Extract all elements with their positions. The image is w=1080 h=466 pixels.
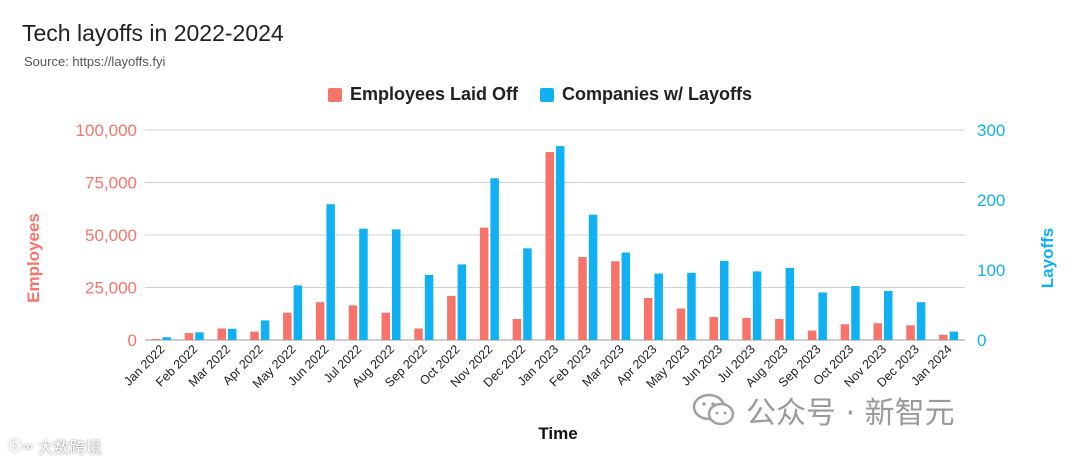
bar-companies-with-layoffs — [523, 248, 532, 340]
bar-employees-laid-off — [348, 305, 358, 340]
bar-companies-with-layoffs — [588, 214, 598, 340]
bar-employees-laid-off — [512, 319, 522, 340]
y-tick-label: 75,000 — [85, 174, 137, 193]
bar-companies-with-layoffs — [687, 272, 696, 340]
bar-employees-laid-off — [217, 328, 226, 340]
y-axis-right: 0 100 200 300 — [977, 121, 1005, 350]
bar-companies-with-layoffs — [195, 332, 204, 340]
y-tick-label: 25,000 — [85, 279, 137, 298]
y-tick-label: 100,000 — [76, 121, 137, 140]
bar-employees-laid-off — [643, 298, 653, 340]
legend-label-employees: Employees Laid Off — [349, 84, 518, 104]
legend: Employees Laid Off Companies w/ Layoffs — [0, 84, 1080, 105]
legend-label-companies: Companies w/ Layoffs — [562, 84, 753, 104]
bar-employees-laid-off — [709, 316, 718, 340]
bar-companies-with-layoffs — [457, 264, 467, 340]
bar-companies-with-layoffs — [621, 252, 631, 340]
bar-employees-laid-off — [775, 319, 784, 340]
bar-employees-laid-off — [873, 323, 882, 340]
bar-companies-with-layoffs — [228, 328, 237, 340]
y2-tick-label: 100 — [977, 261, 1005, 280]
bar-employees-laid-off — [315, 302, 325, 340]
bar-companies-with-layoffs — [424, 274, 434, 340]
watermark-right: 公众号 · 新智元 — [692, 388, 955, 432]
bar-employees-laid-off — [545, 152, 554, 340]
bar-companies-with-layoffs — [884, 291, 893, 340]
bar-employees-laid-off — [807, 330, 817, 340]
y-axis-label: Employees — [24, 213, 43, 303]
bar-employees-laid-off — [283, 312, 292, 340]
y-tick-label: 0 — [128, 331, 137, 350]
legend-item-employees[interactable]: Employees Laid Off — [327, 84, 518, 105]
bar-companies-with-layoffs — [851, 286, 860, 340]
watermark-left: ⓚ∞ 大数跨境 — [8, 434, 102, 458]
bar-employees-laid-off — [906, 325, 915, 340]
bar-companies-with-layoffs — [326, 204, 335, 340]
bar-employees-laid-off — [184, 333, 194, 340]
bar-employees-laid-off — [447, 295, 456, 340]
bar-companies-with-layoffs — [752, 271, 762, 340]
watermark-right-text: 公众号 · 新智元 — [746, 396, 955, 431]
bar-employees-laid-off — [578, 257, 587, 340]
bar-employees-laid-off — [676, 308, 686, 340]
chart-title: Tech layoffs in 2022-2024 — [22, 20, 284, 46]
bar-employees-laid-off — [840, 324, 850, 340]
bar-companies-with-layoffs — [818, 292, 827, 340]
legend-swatch-companies — [540, 87, 554, 102]
bar-companies-with-layoffs — [720, 260, 729, 340]
chart-source: Source: https://layoffs.fyi — [24, 54, 166, 69]
watermark-logo-icon: ⓚ∞ — [8, 439, 34, 455]
watermark-left-text: 大数跨境 — [37, 438, 102, 457]
bar-companies-with-layoffs — [162, 337, 171, 340]
bar-companies-with-layoffs — [490, 178, 499, 340]
bar-employees-laid-off — [611, 261, 620, 340]
bar-employees-laid-off — [381, 312, 390, 340]
bar-companies-with-layoffs — [260, 320, 270, 340]
wechat-icon — [692, 393, 735, 426]
bar-companies-with-layoffs — [949, 331, 959, 340]
bar-employees-laid-off — [151, 338, 161, 340]
bar-companies-with-layoffs — [392, 229, 401, 340]
y-tick-label: 50,000 — [85, 226, 137, 245]
bar-companies-with-layoffs — [359, 228, 368, 340]
x-axis-label: Time — [538, 424, 577, 443]
bar-companies-with-layoffs — [293, 285, 303, 340]
y2-tick-label: 200 — [977, 191, 1005, 210]
bar-companies-with-layoffs — [556, 146, 565, 340]
bar-employees-laid-off — [250, 331, 259, 340]
bar-companies-with-layoffs — [916, 302, 926, 340]
bar-employees-laid-off — [939, 334, 948, 340]
bars — [151, 146, 959, 340]
gridlines — [145, 129, 965, 341]
bar-employees-laid-off — [414, 328, 423, 340]
bar-companies-with-layoffs — [785, 267, 795, 340]
legend-item-companies[interactable]: Companies w/ Layoffs — [540, 84, 752, 105]
y2-axis-label: Layoffs — [1038, 228, 1057, 288]
bar-employees-laid-off — [742, 317, 751, 340]
bar-employees-laid-off — [479, 227, 489, 340]
y2-tick-label: 0 — [977, 331, 986, 350]
y2-tick-label: 300 — [977, 121, 1005, 140]
bar-companies-with-layoffs — [654, 273, 663, 340]
y-axis-left: 0 25,000 50,000 75,000 100,000 — [76, 121, 137, 350]
legend-swatch-employees — [327, 87, 342, 102]
